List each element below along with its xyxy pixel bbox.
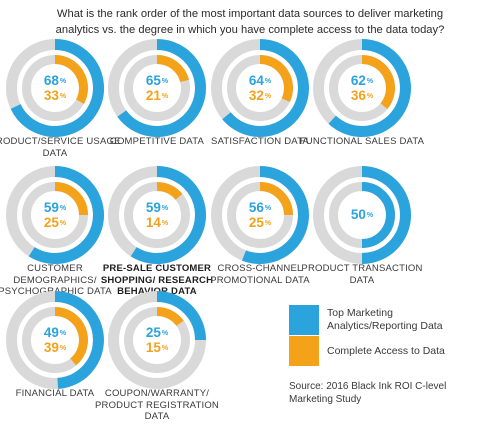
donut-functional-sales-data: 62% 36% FUNCTIONAL SALES DATA bbox=[300, 38, 424, 178]
top-marketing-value: 59% bbox=[145, 200, 169, 215]
legend-swatch-blue bbox=[289, 305, 319, 335]
legend-label-complete-access: Complete Access to Data bbox=[327, 344, 445, 357]
complete-access-value: 33% bbox=[43, 88, 67, 103]
top-marketing-value: 64% bbox=[248, 73, 272, 88]
complete-access-arc bbox=[156, 182, 183, 200]
top-marketing-arc bbox=[222, 39, 309, 137]
category-label: PRODUCT TRANSACTION DATA bbox=[301, 263, 423, 286]
top-marketing-arc bbox=[28, 166, 104, 264]
donut-financial-data: 49% 39% FINANCIAL DATA bbox=[0, 290, 110, 430]
donut-chart bbox=[313, 39, 411, 137]
top-marketing-value: 68% bbox=[43, 73, 67, 88]
complete-access-arc bbox=[361, 55, 395, 110]
top-marketing-arc bbox=[361, 166, 411, 264]
donut-chart bbox=[211, 166, 309, 264]
donut-chart bbox=[6, 39, 104, 137]
legend-item-complete-access: Complete Access to Data bbox=[289, 336, 457, 366]
top-marketing-value: 59% bbox=[43, 200, 67, 215]
complete-access-value: 36% bbox=[350, 88, 374, 103]
top-marketing-arc bbox=[10, 39, 104, 137]
category-label: PRODUCT/SERVICE USAGE DATA bbox=[0, 136, 121, 159]
category-label: FUNCTIONAL SALES DATA bbox=[299, 136, 425, 147]
category-label: CROSS-CHANNEL PROMOTIONAL DATA bbox=[210, 263, 310, 286]
top-marketing-arc bbox=[241, 166, 309, 264]
donut-chart bbox=[313, 166, 411, 264]
complete-access-arc bbox=[156, 307, 184, 327]
top-marketing-arc bbox=[54, 291, 104, 389]
donut-satisfaction-data: 64% 32% SATISFACTION DATA bbox=[205, 38, 315, 178]
category-label: COMPETITIVE DATA bbox=[109, 136, 205, 147]
complete-access-value: 25% bbox=[43, 215, 67, 230]
complete-access-arc bbox=[54, 182, 88, 216]
donut-coupon-warranty-product-registration-data: 25% 15% COUPON/WARRANTY/ PRODUCT REGISTRAT… bbox=[95, 290, 219, 430]
top-marketing-value: 25% bbox=[145, 325, 169, 340]
donut-product-service-usage-data: 68% 33% PRODUCT/SERVICE USAGE DATA bbox=[0, 38, 120, 178]
top-marketing-arc bbox=[156, 291, 206, 341]
donut-product-transaction-data: 50% PRODUCT TRANSACTION DATA bbox=[301, 165, 422, 305]
donut-chart bbox=[108, 39, 206, 137]
top-marketing-value: 50% bbox=[350, 207, 374, 222]
complete-access-arc bbox=[54, 55, 88, 104]
donut-chart bbox=[108, 166, 206, 264]
donut-chart bbox=[211, 39, 309, 137]
top-marketing-inner-arc bbox=[361, 182, 395, 248]
complete-access-arc bbox=[54, 307, 88, 366]
complete-access-value: 15% bbox=[145, 340, 169, 355]
top-marketing-value: 62% bbox=[350, 73, 374, 88]
complete-access-value: 39% bbox=[43, 340, 67, 355]
complete-access-value: 14% bbox=[145, 215, 169, 230]
donut-cross-channel-promotional-data: 56% 25% CROSS-CHANNEL PROMOTIONAL DATA bbox=[205, 165, 315, 305]
donut-competitive-data: 65% 21% COMPETITIVE DATA bbox=[102, 38, 212, 178]
top-marketing-arc bbox=[130, 166, 206, 264]
top-marketing-arc bbox=[117, 39, 206, 137]
complete-access-arc bbox=[259, 182, 293, 216]
legend-label-top-marketing: Top Marketing Analytics/Reporting Data bbox=[327, 307, 443, 332]
chart-title: What is the rank order of the most impor… bbox=[55, 8, 445, 36]
category-label: FINANCIAL DATA bbox=[15, 388, 95, 399]
complete-access-value: 21% bbox=[145, 88, 169, 103]
donut-chart bbox=[6, 166, 104, 264]
top-marketing-value: 65% bbox=[145, 73, 169, 88]
complete-access-value: 25% bbox=[248, 215, 272, 230]
top-marketing-arc bbox=[328, 39, 411, 137]
top-marketing-value: 56% bbox=[248, 200, 272, 215]
category-label: SATISFACTION DATA bbox=[211, 136, 309, 147]
top-marketing-value: 49% bbox=[43, 325, 67, 340]
legend-item-top-marketing: Top Marketing Analytics/Reporting Data bbox=[289, 305, 457, 335]
donut-chart bbox=[108, 291, 206, 389]
complete-access-value: 32% bbox=[248, 88, 272, 103]
complete-access-arc bbox=[259, 55, 293, 103]
donut-chart bbox=[6, 291, 104, 389]
source-note: Source: 2016 Black Ink ROI C-level Marke… bbox=[289, 381, 447, 405]
legend-swatch-orange bbox=[289, 336, 319, 366]
complete-access-arc bbox=[156, 55, 189, 83]
category-label: COUPON/WARRANTY/ PRODUCT REGISTRATION DA… bbox=[95, 388, 219, 422]
